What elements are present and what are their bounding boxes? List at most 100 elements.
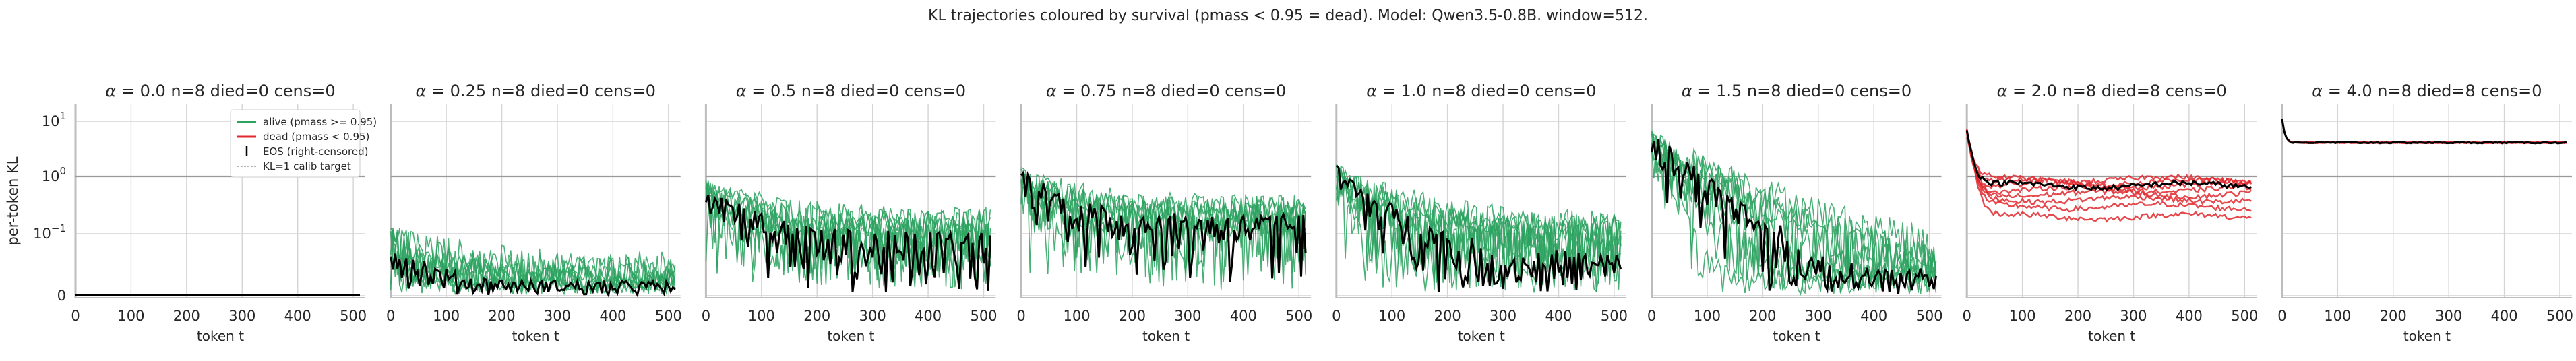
x-tick-label: 100 bbox=[117, 308, 144, 324]
panel-alpha-0-75: 0 100 200 300 400 500 α = 0.75 n=8 died=0 cens… bbox=[1016, 81, 1312, 344]
x-tick-label: 0 bbox=[71, 308, 80, 324]
x-tick-label: 100 bbox=[748, 308, 775, 324]
trajectories bbox=[1651, 130, 1937, 296]
x-tick-label: 0 bbox=[2277, 308, 2286, 324]
x-tick-label: 500 bbox=[340, 308, 367, 324]
x-tick-label: 500 bbox=[1601, 308, 1628, 324]
panel-alpha-0-25: 0 100 200 300 400 500 α = 0.25 n=8 died=0 cens… bbox=[386, 81, 682, 344]
dead-trajectory bbox=[2281, 119, 2567, 145]
x-tick-label: 100 bbox=[2009, 308, 2036, 324]
panel-alpha-0-5: 0 100 200 300 400 500 α = 0.5 n=8 died=0 cens=… bbox=[702, 81, 998, 344]
legend-box bbox=[230, 109, 361, 178]
panel-alpha-1-5: 0 100 200 300 400 500 α = 1.5 n=8 died=0 cens=… bbox=[1647, 81, 1943, 344]
x-tick-label: 300 bbox=[1490, 308, 1516, 324]
x-tick-label: 200 bbox=[2380, 308, 2407, 324]
x-tick-label: 200 bbox=[173, 308, 200, 324]
x-tick-label: 100 bbox=[1694, 308, 1721, 324]
x-tick-label: 400 bbox=[599, 308, 626, 324]
panel-title: α = 0.25 n=8 died=0 cens=0 bbox=[415, 81, 655, 100]
panel-title: α = 4.0 n=8 died=8 cens=0 bbox=[2312, 81, 2542, 100]
x-tick-label: 200 bbox=[1119, 308, 1146, 324]
x-axis-label: token t bbox=[1458, 328, 1505, 344]
dead-trajectory bbox=[1966, 132, 2252, 195]
x-tick-label: 0 bbox=[386, 308, 395, 324]
alive-trajectory bbox=[1020, 167, 1306, 267]
x-tick-label: 0 bbox=[702, 308, 710, 324]
legend: alive (pmass >= 0.95) dead (pmass < 0.95)… bbox=[230, 109, 377, 178]
legend-label: KL=1 calib target bbox=[263, 160, 351, 172]
x-tick-label: 500 bbox=[1285, 308, 1312, 324]
dead-trajectory bbox=[2281, 119, 2567, 144]
x-tick-label: 400 bbox=[915, 308, 942, 324]
x-axis-label: token t bbox=[197, 328, 244, 344]
x-tick-label: 300 bbox=[1805, 308, 1832, 324]
trajectories bbox=[390, 228, 676, 298]
x-tick-label: 200 bbox=[2064, 308, 2091, 324]
x-tick-label: 0 bbox=[1647, 308, 1656, 324]
x-tick-label: 200 bbox=[488, 308, 515, 324]
figure-suptitle: KL trajectories coloured by survival (pm… bbox=[928, 7, 1648, 24]
panel-title: α = 0.5 n=8 died=0 cens=0 bbox=[736, 81, 966, 100]
x-tick-label: 300 bbox=[544, 308, 571, 324]
x-tick-label: 100 bbox=[433, 308, 460, 324]
panel-alpha-0-0: 0 100 200 300 400 500 α = 0.0 n=8 died=0 cens=… bbox=[5, 81, 377, 344]
y-tick-label: 10−1 bbox=[33, 222, 66, 242]
x-tick-label: 300 bbox=[2435, 308, 2462, 324]
x-tick-label: 300 bbox=[228, 308, 255, 324]
y-tick-label: 101 bbox=[42, 110, 66, 129]
legend-label: dead (pmass < 0.95) bbox=[263, 131, 369, 143]
x-tick-label: 200 bbox=[803, 308, 830, 324]
x-tick-label: 400 bbox=[2176, 308, 2203, 324]
x-tick-label: 400 bbox=[1545, 308, 1572, 324]
dead-trajectory bbox=[1966, 136, 2252, 191]
mean-trajectory bbox=[704, 194, 991, 292]
mean-trajectory bbox=[2281, 119, 2567, 145]
mean-trajectory bbox=[390, 253, 676, 298]
legend-label: alive (pmass >= 0.95) bbox=[263, 116, 377, 128]
alive-trajectory bbox=[705, 183, 991, 287]
dead-trajectory bbox=[1966, 129, 2252, 186]
legend-label: EOS (right-censored) bbox=[263, 145, 369, 158]
x-tick-label: 300 bbox=[1174, 308, 1201, 324]
x-tick-label: 0 bbox=[1016, 308, 1025, 324]
x-tick-label: 500 bbox=[2231, 308, 2258, 324]
trajectories bbox=[1020, 167, 1307, 290]
panel-title: α = 1.5 n=8 died=0 cens=0 bbox=[1682, 81, 1911, 100]
panel-alpha-1-0: 0 100 200 300 400 500 α = 1.0 n=8 died=0 cens=… bbox=[1332, 81, 1628, 344]
mean-trajectory bbox=[1335, 164, 1622, 292]
x-tick-label: 500 bbox=[970, 308, 997, 324]
x-axis-label: token t bbox=[512, 328, 559, 344]
y-axis-label: per-token KL bbox=[5, 156, 21, 245]
trajectories bbox=[704, 179, 991, 292]
mean-trajectory bbox=[1965, 130, 2252, 192]
alive-trajectory bbox=[705, 180, 991, 287]
x-axis-label: token t bbox=[1773, 328, 1820, 344]
x-tick-label: 100 bbox=[2324, 308, 2351, 324]
dead-trajectory bbox=[2281, 119, 2567, 145]
mean-trajectory bbox=[1020, 170, 1307, 282]
x-tick-label: 0 bbox=[1963, 308, 1971, 324]
x-tick-label: 300 bbox=[859, 308, 886, 324]
x-tick-label: 200 bbox=[1749, 308, 1776, 324]
x-axis-label: token t bbox=[2088, 328, 2135, 344]
x-tick-label: 500 bbox=[655, 308, 682, 324]
y-tick-label: 0 bbox=[57, 288, 66, 304]
x-axis-label: token t bbox=[2403, 328, 2451, 344]
x-tick-label: 500 bbox=[1916, 308, 1943, 324]
x-axis-label: token t bbox=[827, 328, 874, 344]
x-tick-label: 200 bbox=[1434, 308, 1461, 324]
mean-trajectory bbox=[1651, 139, 1937, 294]
dead-trajectory bbox=[1966, 129, 2252, 206]
x-tick-label: 500 bbox=[2546, 308, 2573, 324]
alive-trajectory bbox=[390, 241, 676, 295]
panel-title: α = 0.75 n=8 died=0 cens=0 bbox=[1046, 81, 1286, 100]
x-tick-label: 400 bbox=[1230, 308, 1257, 324]
dead-trajectory bbox=[1966, 129, 2252, 223]
trajectories bbox=[2281, 118, 2567, 145]
trajectories bbox=[1965, 129, 2252, 223]
x-axis-label: token t bbox=[1142, 328, 1190, 344]
dead-trajectory bbox=[2281, 119, 2567, 144]
dead-trajectory bbox=[2281, 119, 2567, 144]
dead-trajectory bbox=[2281, 119, 2567, 145]
